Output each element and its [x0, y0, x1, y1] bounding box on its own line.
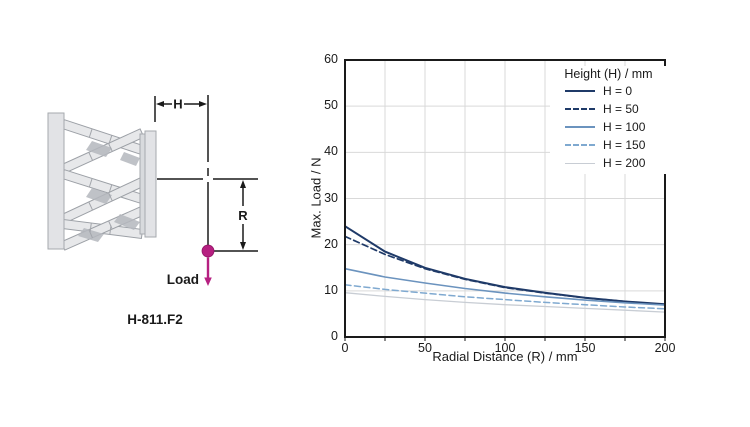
legend-line-sample: [565, 90, 595, 92]
load-arrowhead: [204, 277, 212, 286]
y-tick-label: 50: [324, 98, 338, 112]
x-tick-label: 50: [418, 341, 432, 355]
base-plate: [47, 112, 65, 250]
dim-r-label: R: [238, 208, 248, 223]
legend-entry: H = 150: [550, 136, 667, 154]
legend-entry: H = 100: [550, 118, 667, 136]
x-tick-label: 100: [494, 341, 516, 355]
y-tick-label: 40: [324, 144, 338, 158]
series-line-4: [344, 292, 666, 313]
series-line-3: [344, 284, 666, 310]
y-axis-title: Max. Load / N: [308, 157, 324, 239]
legend-line-sample: [565, 144, 595, 146]
x-tick-label: 0: [341, 341, 349, 355]
model-caption: H-811.F2: [127, 312, 183, 327]
x-tick-label: 150: [574, 341, 596, 355]
x-tick-label: 200: [654, 341, 676, 355]
legend-line-sample: [565, 108, 595, 110]
x-axis-title: Radial Distance (R) / mm: [432, 349, 578, 364]
y-tick-label: 0: [331, 329, 338, 343]
arrowhead-left: [156, 101, 164, 107]
arrowhead-down: [240, 242, 246, 250]
chart-legend: Height (H) / mm H = 0 H = 50 H = 100 H =…: [550, 66, 667, 174]
legend-entry-label: H = 0: [603, 84, 633, 98]
hexapod-diagram: H R Load H-811.F2: [47, 95, 258, 327]
legend-line-sample: [565, 162, 595, 164]
legend-entry: H = 0: [550, 82, 667, 100]
legend-entry-label: H = 100: [603, 120, 646, 134]
dimension-lines: [154, 95, 258, 252]
platform-plate: [144, 130, 157, 238]
legend-entry-label: H = 200: [603, 156, 646, 170]
legend-entry-label: H = 150: [603, 138, 646, 152]
load-point-group: [201, 244, 215, 286]
y-tick-label: 20: [324, 237, 338, 251]
series-line-2: [344, 267, 666, 306]
series-line-1: [344, 235, 666, 306]
legend-title: Height (H) / mm: [564, 67, 653, 81]
y-tick-label: 60: [324, 52, 338, 66]
legend-entry-label: H = 50: [603, 102, 639, 116]
strut-joints: [88, 128, 113, 239]
load-label: Load: [167, 272, 199, 287]
arrowhead-right: [199, 101, 207, 107]
y-tick-label: 10: [324, 283, 338, 297]
dim-h-label: H: [173, 97, 182, 112]
plot-frame: [344, 59, 666, 338]
legend-line-sample: [565, 126, 595, 128]
legend-entry: H = 200: [550, 154, 667, 172]
y-tick-label: 30: [324, 191, 338, 205]
legend-entry: H = 50: [550, 100, 667, 118]
arrowhead-up: [240, 180, 246, 188]
load-point: [201, 244, 215, 258]
